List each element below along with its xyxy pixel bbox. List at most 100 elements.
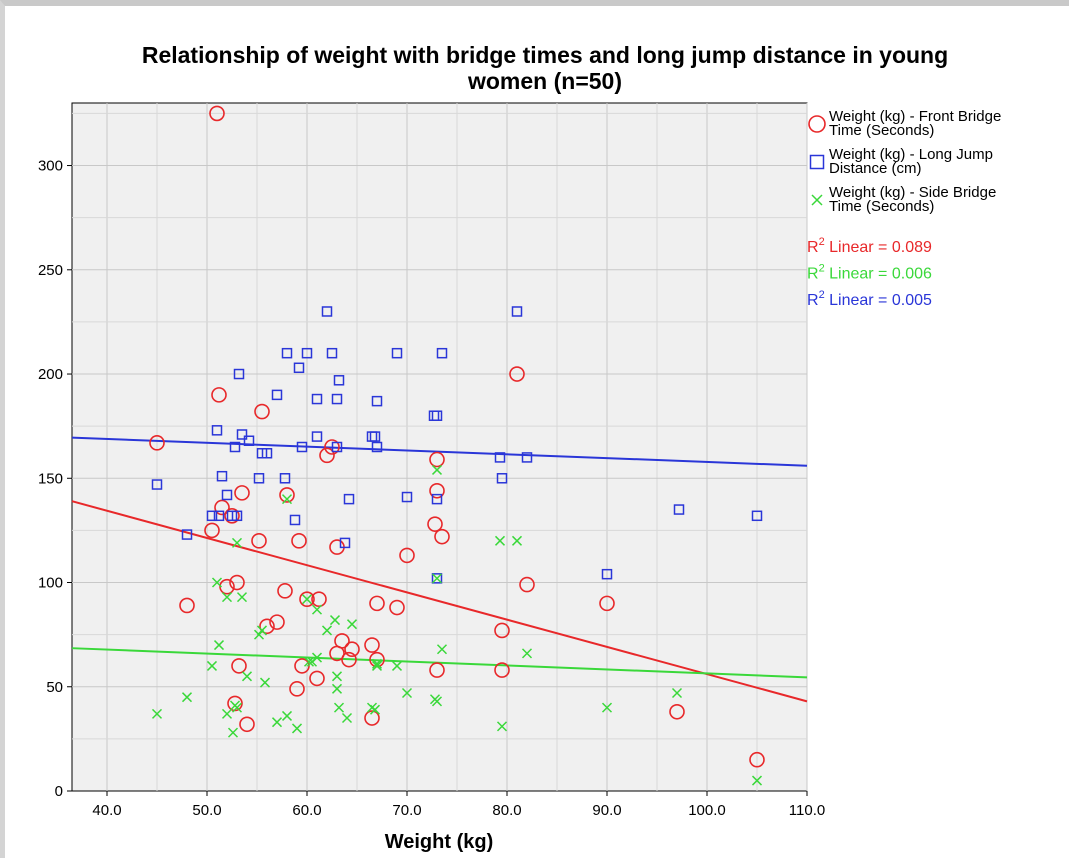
data-point-square	[301, 347, 313, 359]
data-point-x	[256, 625, 268, 636]
data-point-circle	[434, 528, 450, 545]
y-tick-label: 150	[38, 470, 63, 487]
data-point-circle	[669, 703, 685, 720]
x-tick-label: 80.0	[492, 802, 521, 819]
data-point-x	[291, 723, 303, 734]
data-point-circle	[324, 439, 340, 455]
data-point-square	[181, 529, 193, 540]
data-point-x	[751, 775, 763, 786]
data-point-x	[301, 594, 313, 605]
data-point-x	[496, 721, 508, 732]
data-point-square	[343, 493, 355, 505]
data-point-square	[229, 441, 241, 453]
data-point-circle	[254, 403, 270, 420]
data-point-x	[331, 683, 343, 694]
data-point-circle	[429, 482, 445, 499]
data-point-x	[241, 671, 253, 682]
data-point-x	[227, 727, 239, 738]
data-point-circle	[224, 507, 240, 524]
data-point-circle	[149, 435, 165, 451]
data-point-x	[331, 671, 343, 682]
data-point-x	[346, 619, 358, 630]
x-tick-label: 60.0	[292, 802, 321, 819]
y-tick-label: 250	[38, 262, 63, 279]
chart-title-line-1: Relationship of weight with bridge times…	[142, 42, 948, 68]
data-point-x	[151, 708, 163, 719]
y-tick-label: 0	[55, 783, 63, 800]
data-point-circle	[294, 658, 310, 674]
data-point-circle	[429, 451, 445, 468]
data-point-circle	[364, 710, 380, 726]
data-point-circle	[509, 366, 525, 382]
data-point-circle	[219, 578, 235, 595]
data-point-circle	[251, 533, 267, 549]
data-point-x	[333, 702, 345, 713]
data-point-square	[261, 448, 273, 459]
data-point-circle	[204, 522, 220, 539]
x-tick-label: 90.0	[592, 802, 621, 819]
data-point-square	[401, 491, 413, 503]
data-point-x	[391, 660, 403, 671]
data-point-x	[401, 687, 413, 699]
data-point-circle	[494, 662, 510, 678]
data-point-square	[339, 537, 351, 549]
data-point-square	[333, 375, 345, 386]
data-point-square	[293, 362, 305, 374]
data-point-square	[236, 429, 248, 440]
data-point-x	[371, 658, 383, 669]
data-point-x	[521, 648, 533, 659]
x-tick-label: 100.0	[688, 802, 726, 819]
data-point-circle	[211, 387, 227, 403]
axes: 40.0 50.0 60.0 70.0 80.0 90.0 100.0 110.0 0 50 100…	[38, 158, 825, 819]
legend-entry-label: Distance (cm)	[829, 160, 922, 177]
data-point-x	[306, 656, 318, 667]
data-point-circle	[269, 614, 285, 630]
data-point-square	[231, 510, 243, 522]
data-point-circle	[209, 105, 225, 122]
data-point-x	[259, 677, 271, 688]
data-point-square	[494, 452, 506, 463]
legend-entry-label: Weight (kg) - Long Jump	[829, 146, 993, 163]
data-point-circle	[399, 547, 415, 564]
data-point-circle	[229, 574, 245, 591]
data-point-square	[431, 493, 443, 505]
data-point-square	[279, 473, 291, 484]
data-point-circle	[179, 597, 195, 614]
r2-annotation: R2 Linear = 0.005	[807, 289, 932, 309]
r2-annotation: R2 Linear = 0.089	[807, 236, 932, 256]
data-point-square	[206, 510, 218, 522]
data-point-circle	[289, 681, 305, 697]
data-point-x	[271, 717, 283, 728]
data-point-square	[289, 514, 301, 526]
data-point-square	[311, 393, 323, 405]
data-point-circle	[519, 576, 535, 593]
data-point-square	[369, 431, 381, 442]
data-point-square	[243, 435, 255, 446]
data-point-x	[311, 604, 323, 615]
chart-title-line-2: women (n=50)	[467, 68, 622, 94]
data-point-circle	[341, 651, 357, 668]
legend-entry-label: Time (Seconds)	[829, 198, 934, 215]
data-point-circle	[291, 533, 307, 549]
data-point-circle	[234, 485, 250, 501]
data-point-circle	[389, 599, 405, 616]
data-point-square	[296, 441, 308, 453]
data-point-square	[211, 425, 223, 436]
data-point-square	[216, 470, 228, 482]
data-point-x	[221, 708, 233, 719]
data-point-circle	[329, 645, 345, 662]
data-point-square	[431, 410, 443, 421]
y-tick-label: 50	[46, 679, 63, 696]
data-point-square	[431, 573, 443, 584]
data-point-x	[321, 625, 333, 636]
legend-entry-label: Weight (kg) - Side Bridge	[829, 184, 996, 201]
data-point-x	[231, 702, 243, 713]
data-point-square	[213, 510, 225, 522]
data-point-x	[431, 696, 443, 707]
data-point-x	[431, 464, 443, 475]
r2-annotation: R2 Linear = 0.006	[807, 263, 932, 283]
data-point-x	[601, 702, 613, 713]
data-point-circle	[808, 115, 826, 133]
data-point-square	[321, 306, 333, 317]
